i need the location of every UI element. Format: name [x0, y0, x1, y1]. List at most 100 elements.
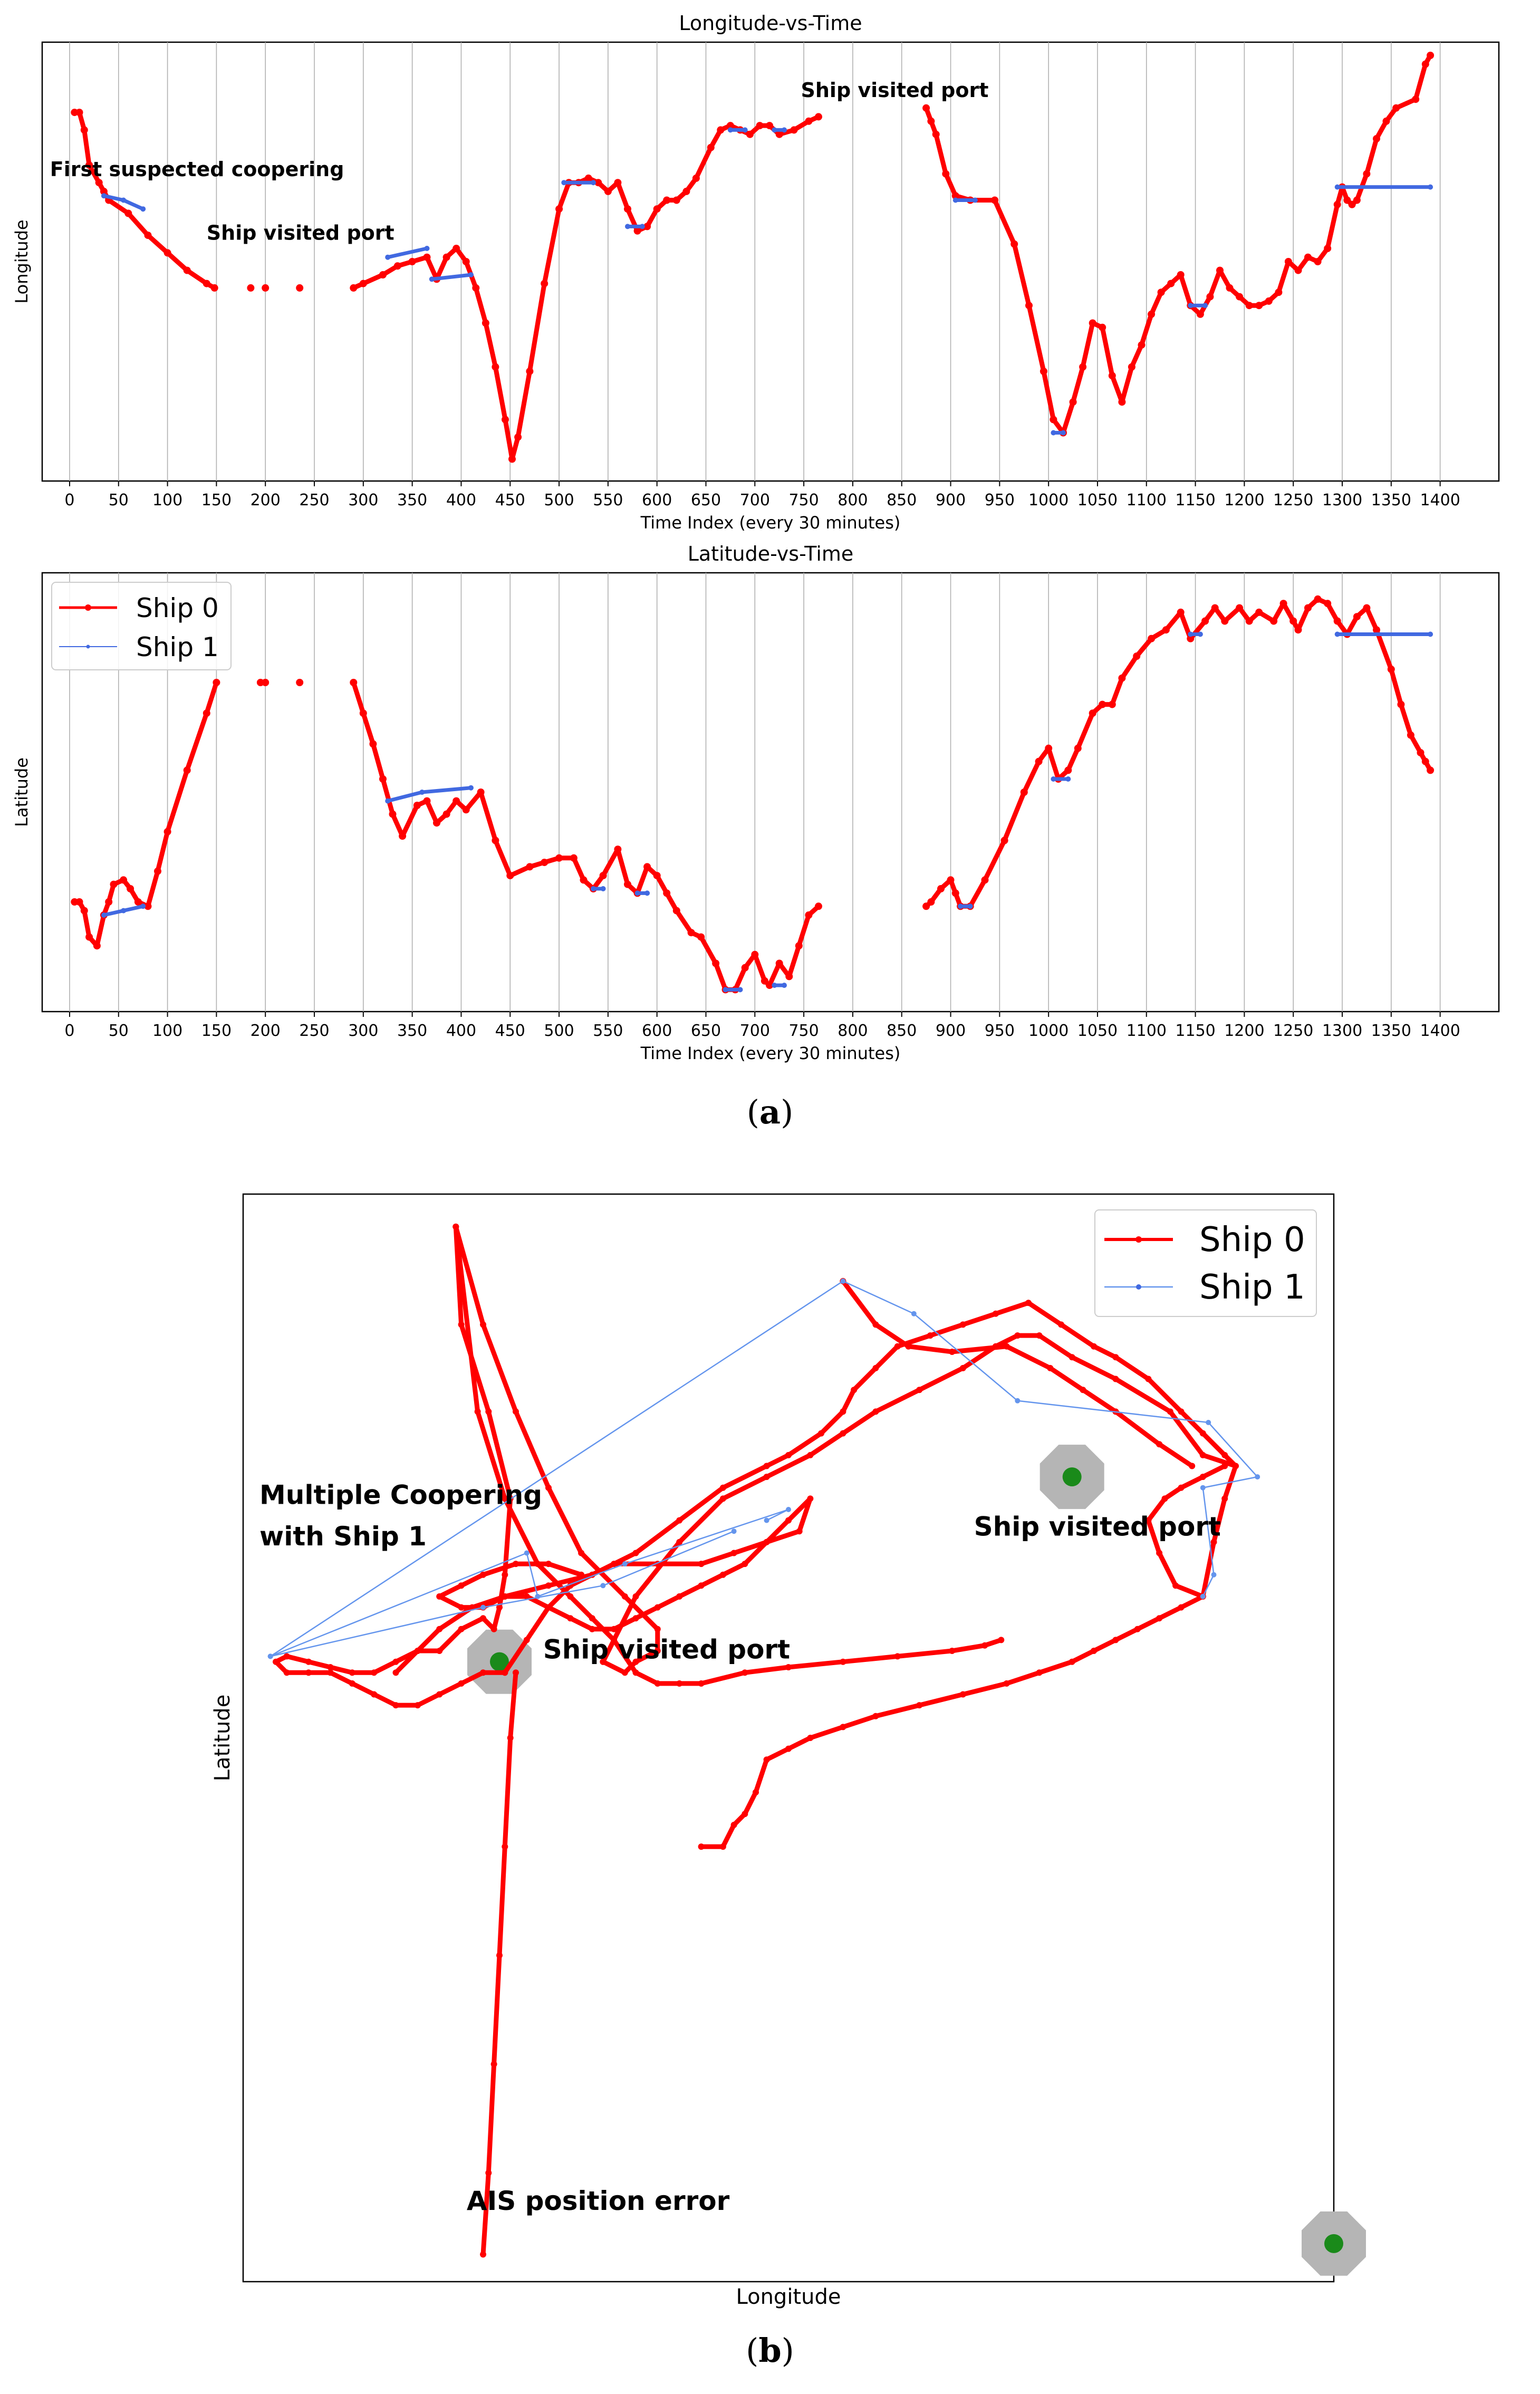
caption-a: (a) — [747, 1093, 794, 1131]
data-point — [414, 1702, 421, 1709]
data-point — [1148, 634, 1156, 642]
data-point — [782, 983, 787, 988]
data-point — [203, 280, 210, 287]
data-point — [698, 1561, 705, 1568]
data-point — [786, 1507, 791, 1512]
data-point — [633, 227, 641, 235]
data-point — [349, 1669, 355, 1676]
data-point — [927, 1332, 933, 1339]
data-point — [840, 1278, 846, 1284]
data-point — [514, 433, 522, 441]
data-point — [634, 890, 640, 896]
data-point — [624, 205, 631, 213]
x-tick-label: 50 — [109, 1022, 129, 1040]
x-tick-label: 200 — [251, 491, 281, 509]
data-point — [369, 740, 377, 748]
data-point — [692, 174, 700, 182]
plot-frame — [242, 1193, 1335, 2283]
x-tick-label: 1000 — [1028, 1022, 1069, 1040]
x-tick-label: 600 — [642, 491, 672, 509]
data-point — [1112, 1376, 1119, 1382]
x-tick-label: 1150 — [1175, 491, 1215, 509]
data-point — [872, 1713, 879, 1719]
data-point — [1255, 1474, 1260, 1480]
data-point — [203, 709, 210, 717]
x-axis-label: Time Index (every 30 minutes) — [640, 513, 901, 533]
data-point — [419, 790, 425, 795]
data-point — [154, 867, 161, 875]
data-point — [632, 1550, 639, 1556]
data-point — [502, 1593, 508, 1600]
data-point — [468, 785, 474, 791]
data-point — [654, 1648, 661, 1654]
data-point — [555, 854, 563, 862]
data-point — [1428, 184, 1433, 190]
data-point — [144, 902, 152, 910]
data-point — [506, 872, 514, 880]
x-tick-label: 400 — [446, 1022, 476, 1040]
data-point — [1133, 652, 1141, 660]
x-tick-label: 1250 — [1273, 1022, 1313, 1040]
data-point — [127, 885, 134, 892]
x-tick-label: 1350 — [1371, 491, 1411, 509]
data-point — [477, 789, 485, 796]
data-point — [442, 810, 450, 818]
data-point — [672, 907, 680, 915]
data-point — [1206, 293, 1214, 301]
data-point — [730, 1550, 737, 1556]
data-point — [134, 898, 142, 906]
data-point — [480, 1321, 486, 1328]
data-point — [1074, 744, 1082, 752]
data-point — [654, 1604, 661, 1611]
data-point — [942, 170, 950, 178]
data-point — [433, 819, 440, 827]
x-tick-label: 900 — [936, 491, 966, 509]
data-point — [1333, 200, 1341, 208]
data-point — [1210, 1539, 1217, 1545]
data-point — [1289, 617, 1297, 625]
data-point — [753, 1789, 759, 1796]
data-point — [698, 1680, 705, 1687]
legend: Ship 0 Ship 1 — [1094, 1209, 1317, 1317]
data-point — [1178, 1484, 1185, 1491]
series-ship-1 — [101, 127, 1433, 436]
data-point — [1089, 319, 1096, 327]
data-point — [949, 1349, 956, 1355]
data-point — [578, 1550, 585, 1556]
data-point — [1275, 289, 1283, 296]
data-point — [772, 127, 777, 133]
data-point — [1162, 626, 1170, 634]
data-point — [359, 709, 367, 717]
data-point — [100, 187, 108, 195]
data-point — [746, 130, 754, 138]
data-point — [458, 1626, 465, 1632]
annotation-label: Ship visited port — [543, 1635, 790, 1665]
data-point — [1343, 196, 1351, 204]
data-point — [1047, 1364, 1054, 1371]
data-point — [502, 1495, 508, 1502]
annotations: Multiple Coopering with Ship 1 Ship visite… — [259, 1480, 1221, 2216]
data-point — [621, 1593, 628, 1600]
data-point — [213, 679, 220, 686]
data-point — [305, 1658, 312, 1665]
series-line — [453, 1224, 1004, 1686]
data-point — [775, 959, 783, 967]
data-point — [163, 249, 171, 257]
data-point — [927, 898, 935, 906]
data-point — [507, 1735, 514, 1741]
data-point — [371, 1669, 378, 1676]
data-point — [1089, 709, 1096, 717]
data-point — [840, 1724, 846, 1730]
data-point — [1363, 604, 1371, 612]
data-point — [1051, 430, 1056, 436]
x-tick-label: 700 — [740, 1022, 770, 1040]
data-point — [1324, 245, 1332, 252]
data-point — [567, 1593, 574, 1600]
data-point — [120, 876, 128, 884]
series-layer — [71, 595, 1435, 994]
data-point — [1188, 303, 1194, 309]
grid-lines — [69, 42, 1441, 481]
data-point — [1373, 135, 1380, 142]
data-point — [1265, 297, 1273, 305]
x-tick-label: 550 — [593, 491, 623, 509]
